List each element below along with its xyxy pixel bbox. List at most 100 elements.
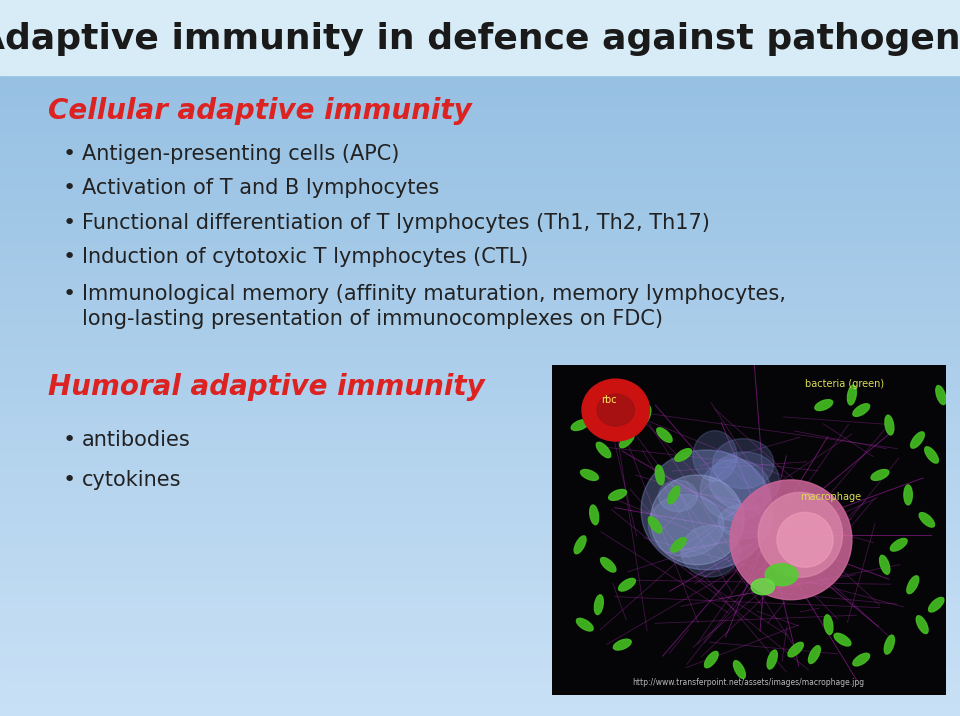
Bar [0,415,960,422]
Ellipse shape [700,459,771,521]
Bar [0,0,960,7]
Ellipse shape [788,642,804,657]
Bar [0,43,960,50]
Ellipse shape [648,494,724,556]
Bar [0,344,960,351]
Bar [0,444,960,451]
Bar [0,150,960,158]
Bar [0,286,960,294]
Ellipse shape [852,404,870,417]
Text: •: • [62,470,76,490]
Ellipse shape [777,513,833,567]
Bar [0,544,960,551]
Bar [0,158,960,165]
Ellipse shape [613,639,632,650]
Bar [0,279,960,286]
Text: cytokines: cytokines [82,470,181,490]
Ellipse shape [730,480,852,600]
Text: Antigen-presenting cells (APC): Antigen-presenting cells (APC) [82,144,399,164]
Bar [0,573,960,580]
Ellipse shape [589,505,599,525]
Bar [0,258,960,265]
Ellipse shape [709,452,780,510]
Ellipse shape [919,513,934,527]
Text: •: • [62,284,76,304]
Ellipse shape [641,450,772,570]
Ellipse shape [671,538,686,552]
Ellipse shape [712,439,774,488]
Bar [0,594,960,601]
Ellipse shape [657,427,672,442]
Ellipse shape [693,430,737,481]
Ellipse shape [668,486,680,504]
Bar [0,21,960,29]
Bar [0,687,960,695]
Ellipse shape [571,420,589,430]
Bar [0,229,960,236]
Ellipse shape [601,558,616,572]
Bar [0,200,960,208]
Ellipse shape [936,386,946,405]
Text: long-lasting presentation of immunocomplexes on FDC): long-lasting presentation of immunocompl… [82,309,662,329]
Bar [0,558,960,566]
Text: http://www.transferpoint.net/assets/images/macrophage.jpg: http://www.transferpoint.net/assets/imag… [633,677,865,687]
Bar [0,0,960,75]
Bar [0,379,960,387]
Ellipse shape [907,576,919,594]
Bar [0,394,960,401]
Ellipse shape [675,449,691,461]
Ellipse shape [758,493,843,577]
Bar [0,551,960,558]
Bar [0,179,960,186]
Bar [0,616,960,623]
Text: Activation of T and B lymphocytes: Activation of T and B lymphocytes [82,178,439,198]
Bar [0,473,960,480]
Ellipse shape [871,470,889,480]
Bar [0,652,960,659]
Text: •: • [62,144,76,164]
Text: bacteria (green): bacteria (green) [805,379,884,389]
Ellipse shape [848,385,856,405]
Bar [0,143,960,150]
Ellipse shape [681,526,740,577]
Bar [0,451,960,458]
Ellipse shape [928,597,944,612]
Bar [0,193,960,200]
Bar [0,86,960,93]
Ellipse shape [767,650,778,669]
Text: Immunological memory (affinity maturation, memory lymphocytes,: Immunological memory (affinity maturatio… [82,284,785,304]
Bar [0,301,960,308]
Bar [0,601,960,609]
Ellipse shape [618,579,636,591]
Text: Adaptive immunity in defence against pathogens: Adaptive immunity in defence against pat… [0,22,960,57]
Ellipse shape [879,556,890,574]
Bar [0,358,960,365]
Ellipse shape [916,616,928,634]
Bar [0,630,960,637]
Bar [0,530,960,537]
Ellipse shape [815,400,832,410]
Bar [0,458,960,465]
Ellipse shape [884,635,895,654]
Bar [0,222,960,229]
Bar [0,136,960,143]
Ellipse shape [834,633,851,646]
Bar [0,50,960,57]
Ellipse shape [733,661,745,679]
Bar [0,387,960,394]
Text: macrophage: macrophage [801,492,861,502]
Ellipse shape [596,442,611,458]
Bar [0,14,960,21]
Bar [0,623,960,630]
Ellipse shape [705,652,718,668]
Text: •: • [62,247,76,267]
Text: Functional differentiation of T lymphocytes (Th1, Th2, Th17): Functional differentiation of T lymphocy… [82,213,709,233]
Bar [0,516,960,523]
Bar [0,372,960,379]
Bar [0,294,960,301]
Bar [0,122,960,129]
Bar [0,580,960,587]
Text: Induction of cytotoxic T lymphocytes (CTL): Induction of cytotoxic T lymphocytes (CT… [82,247,528,267]
Ellipse shape [765,563,798,586]
Bar [0,709,960,716]
